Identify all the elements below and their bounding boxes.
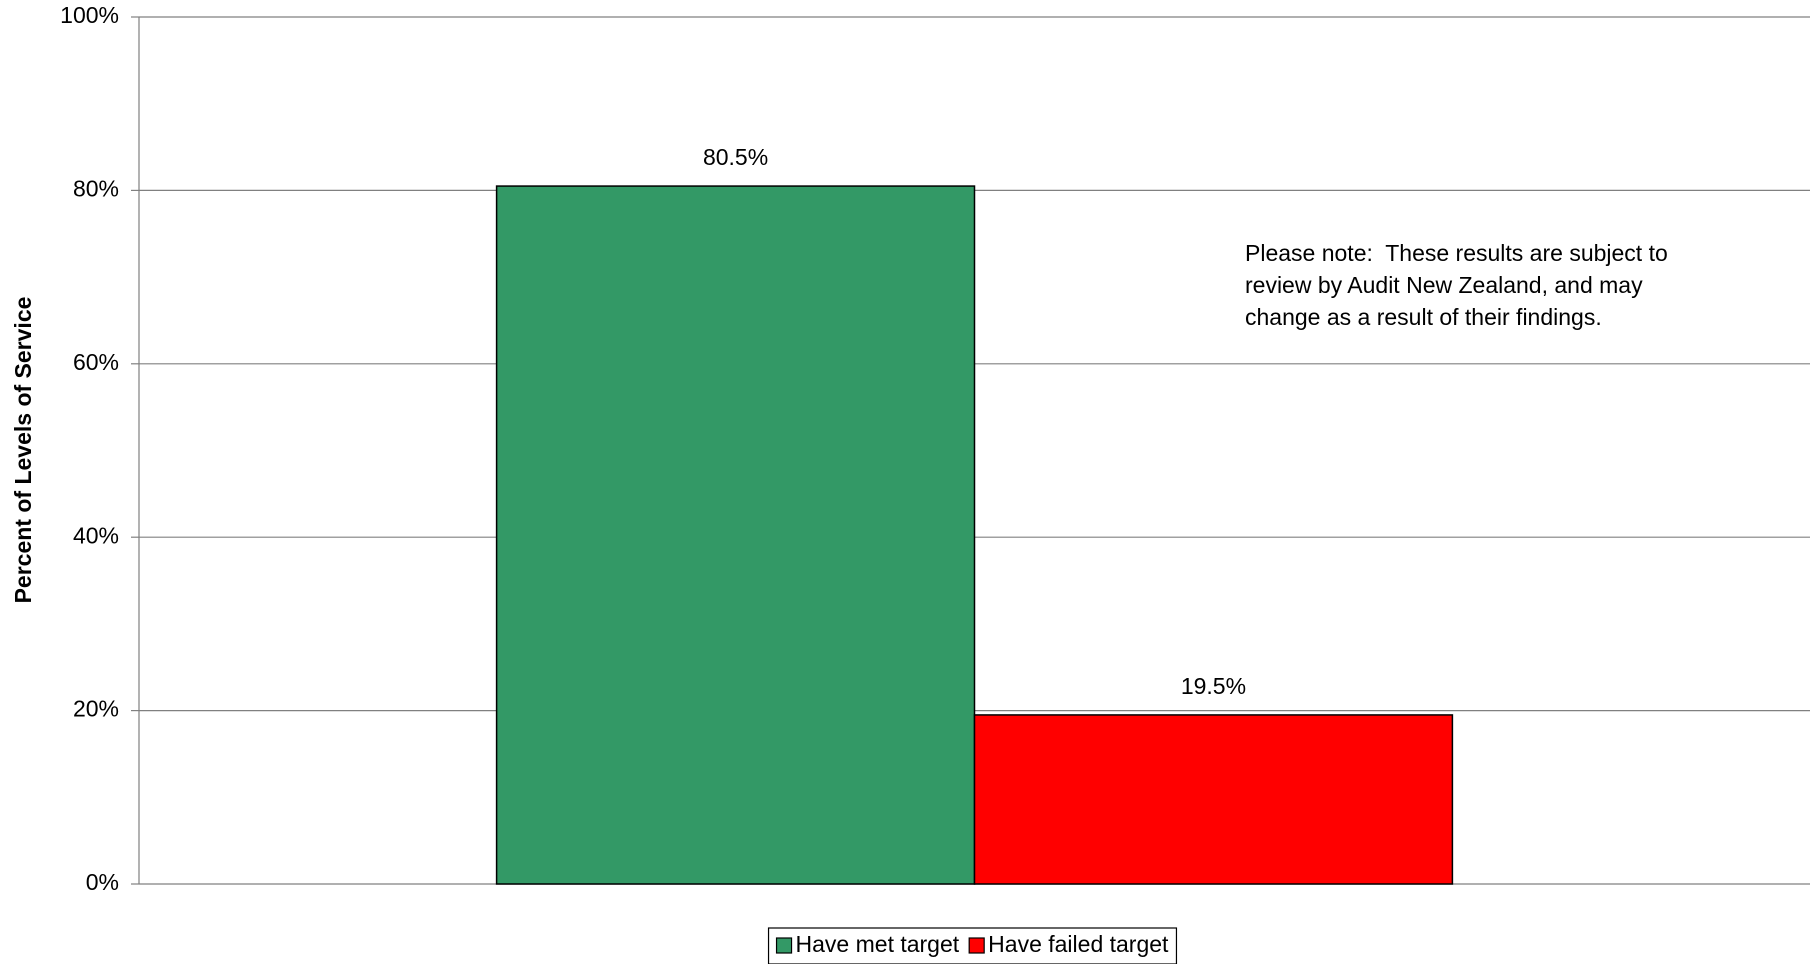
annotation: Please note: These results are subject t… (1245, 240, 1668, 266)
legend-label: Have failed target (988, 931, 1169, 957)
y-axis-label: Percent of Levels of Service (10, 297, 36, 604)
annotation: review by Audit New Zealand, and may (1245, 272, 1643, 298)
y-tick-label: 60% (73, 349, 119, 375)
annotation: change as a result of their findings. (1245, 304, 1602, 330)
y-tick-label: 100% (60, 2, 119, 28)
legend-swatch (775, 937, 793, 954)
bar (495, 185, 976, 885)
value-label: 19.5% (1181, 673, 1246, 699)
value-label: 80.5% (703, 144, 768, 170)
bar (973, 714, 1454, 885)
y-tick-label: 0% (86, 869, 119, 895)
y-tick-label: 40% (73, 522, 119, 548)
y-tick-label: 20% (73, 696, 119, 722)
y-tick-label: 80% (73, 175, 119, 201)
legend-label: Have met target (796, 931, 960, 957)
legend-swatch (968, 937, 985, 954)
